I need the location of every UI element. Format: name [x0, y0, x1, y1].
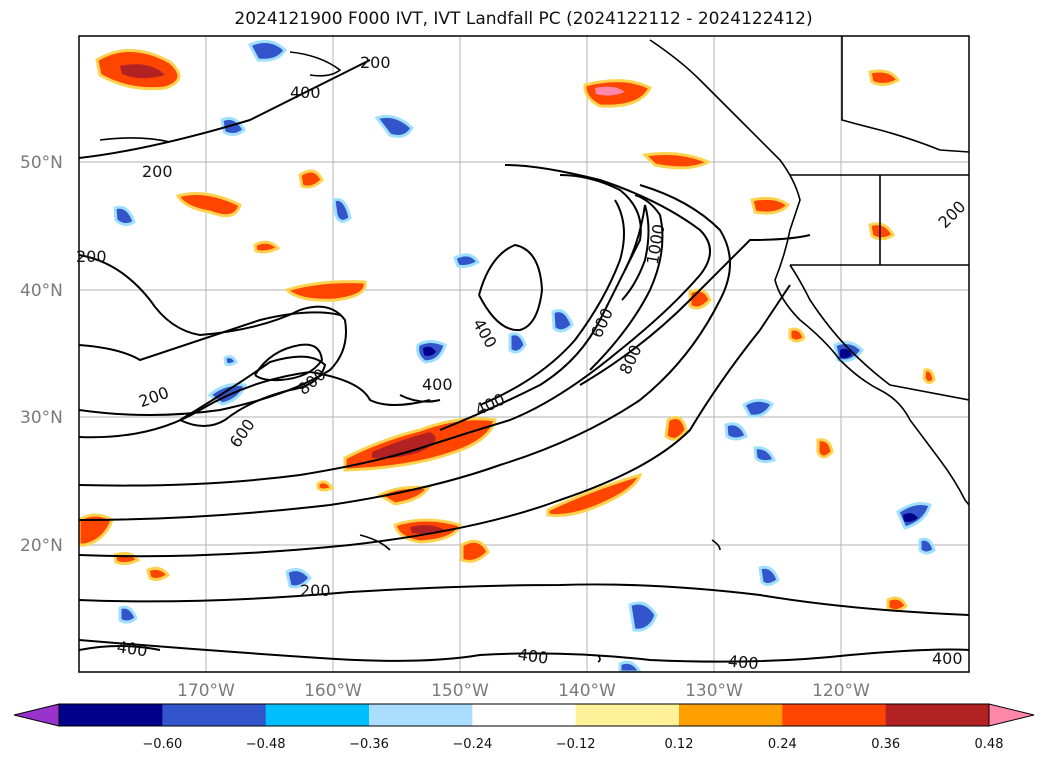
- colorbar-segment: [782, 704, 887, 726]
- colorbar-segment: [575, 704, 680, 726]
- contour-label: 400: [290, 83, 321, 102]
- map-area: [79, 36, 969, 672]
- ivt-contours: [79, 59, 969, 663]
- contour-label: 400: [932, 649, 963, 668]
- longitude-labels: 170°W 160°W 150°W 140°W 130°W 120°W: [177, 681, 870, 701]
- colorbar-tick-label: −0.24: [452, 737, 492, 752]
- colorbar-tick-label: 0.48: [975, 737, 1004, 752]
- contour-label: 200: [360, 53, 391, 72]
- contour-label: 200: [300, 581, 331, 600]
- map-title: 2024121900 F000 IVT, IVT Landfall PC (20…: [234, 9, 813, 29]
- lon-label: 160°W: [304, 681, 362, 701]
- lat-label: 20°N: [20, 536, 63, 556]
- contour-label: 400: [727, 652, 759, 674]
- graticule: [79, 36, 969, 672]
- map-frame: [78, 35, 970, 673]
- lon-label: 130°W: [685, 681, 743, 701]
- colorbar-tick-label: −0.48: [246, 737, 286, 752]
- lat-label: 40°N: [20, 281, 63, 301]
- colorbar-tick-label: −0.36: [349, 737, 389, 752]
- colorbar: [13, 703, 1035, 727]
- negative-anomaly-fills: [113, 39, 936, 672]
- colorbar-frame: [58, 703, 990, 727]
- lon-label: 140°W: [558, 681, 616, 701]
- colorbar-segment: [265, 704, 370, 726]
- colorbar-segment: [59, 704, 163, 726]
- colorbar-tick-label: −0.12: [556, 737, 596, 752]
- colorbar-tick-label: −0.60: [142, 737, 182, 752]
- colorbar-segment: [885, 704, 990, 726]
- contour-label: 400: [422, 375, 453, 394]
- colorbar-tick-label: 0.12: [665, 737, 694, 752]
- colorbar-segment: [472, 704, 577, 726]
- contour-label: 200: [76, 247, 107, 266]
- lat-label: 50°N: [20, 153, 63, 173]
- contour-label: 200: [142, 162, 173, 181]
- colorbar-tick-label: 0.36: [871, 737, 900, 752]
- latitude-labels: 50°N 40°N 30°N 20°N: [20, 153, 63, 556]
- colorbar-labels: −0.60 −0.48 −0.36 −0.24 −0.12 0.12 0.24 0.36 0.4…: [142, 737, 1004, 752]
- lon-label: 150°W: [431, 681, 489, 701]
- colorbar-extend-low: [13, 703, 60, 727]
- positive-anomaly-fills: [79, 49, 936, 613]
- colorbar-segment: [162, 704, 267, 726]
- coastlines: [99, 36, 969, 663]
- colorbar-tick-label: 0.24: [768, 737, 797, 752]
- colorbar-segment: [679, 704, 783, 726]
- lon-label: 170°W: [177, 681, 235, 701]
- colorbar-extend-high: [988, 703, 1035, 727]
- lat-label: 30°N: [20, 408, 63, 428]
- colorbar-segment: [369, 704, 473, 726]
- lon-label: 120°W: [812, 681, 870, 701]
- contour-label: 400: [517, 645, 550, 668]
- contour-label: 400: [116, 637, 149, 660]
